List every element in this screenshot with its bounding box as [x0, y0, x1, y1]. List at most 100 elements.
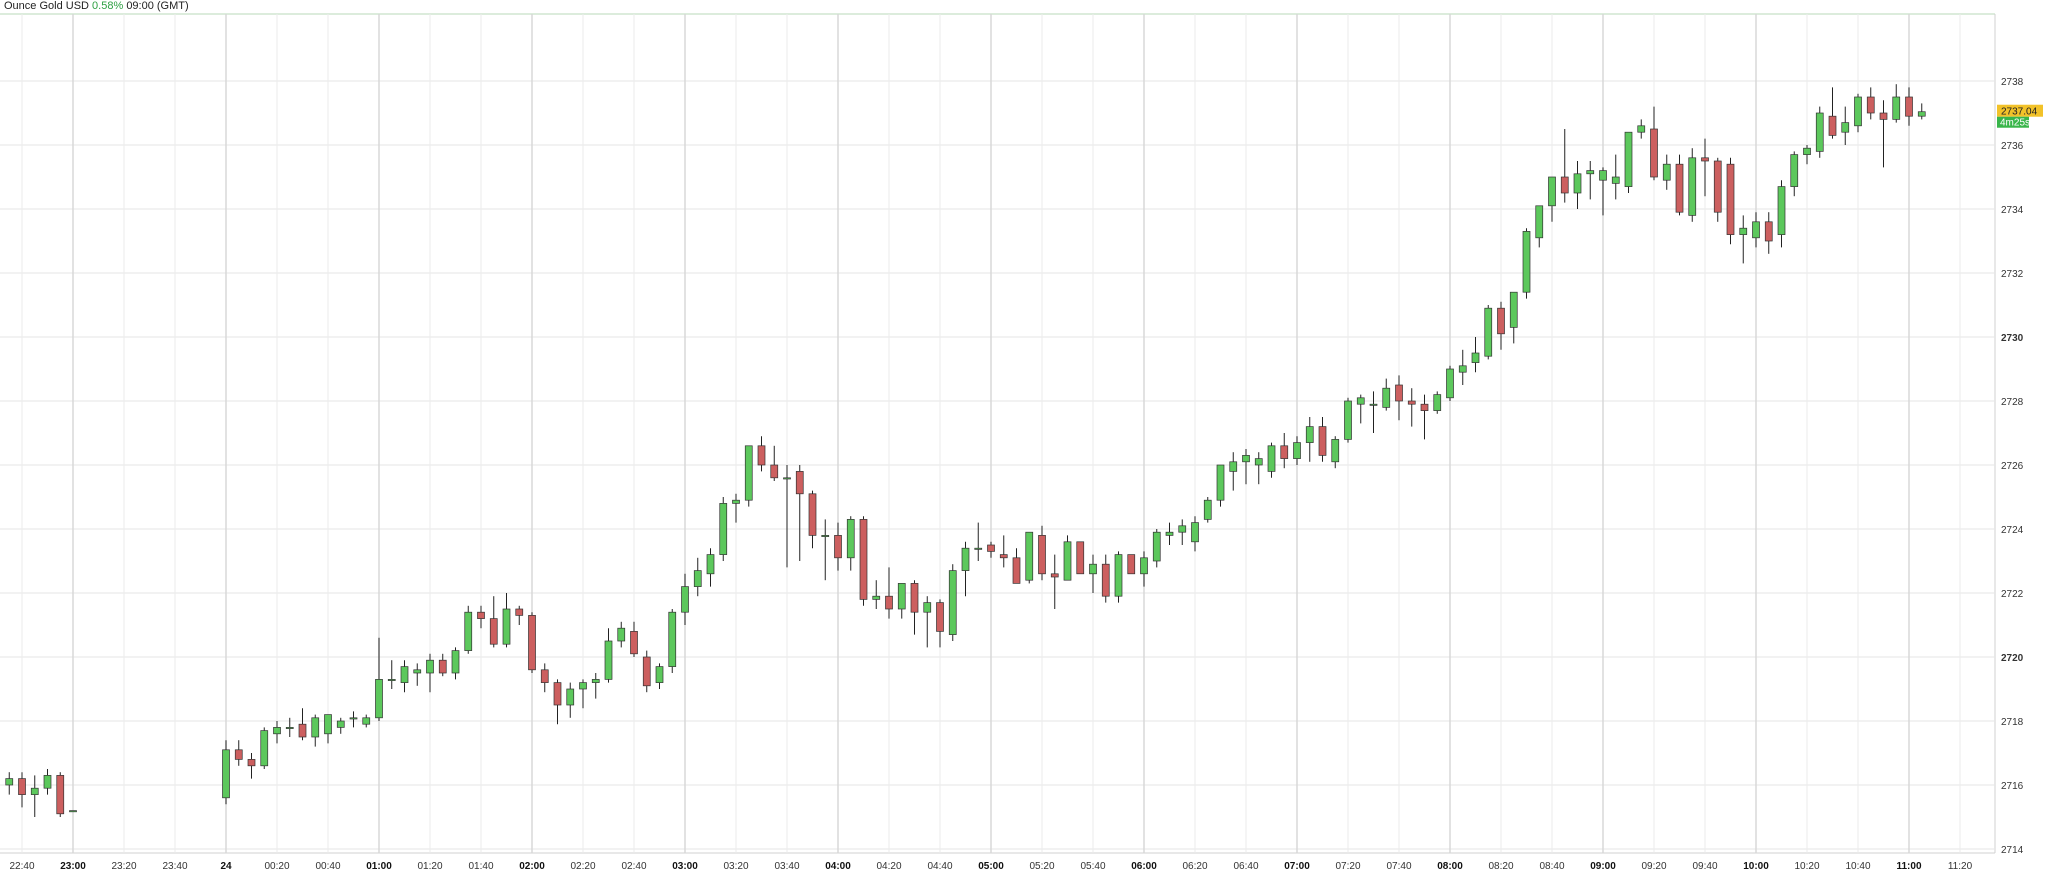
- x-tick-label: 06:40: [1233, 861, 1258, 872]
- candle: [974, 522, 983, 561]
- candle-body-up: [1917, 111, 1926, 117]
- candle-body-up: [1471, 352, 1480, 363]
- candle-body-up: [1803, 147, 1811, 155]
- candle-body-up: [1458, 365, 1467, 373]
- candle-body-down: [1395, 384, 1403, 402]
- candle-body-up: [1815, 112, 1824, 152]
- candle: [336, 717, 345, 734]
- x-tick-label: 05:20: [1029, 861, 1054, 872]
- x-tick-label: 04:20: [876, 861, 901, 872]
- candle: [1012, 548, 1021, 584]
- candle-body-down: [247, 759, 256, 767]
- chart-header: Ounce Gold USD 0.58% 09:00 (GMT): [4, 0, 189, 12]
- candle-body-down: [987, 544, 995, 552]
- candle: [1114, 551, 1123, 603]
- x-tick-label: 23:40: [162, 861, 187, 872]
- candle-body-up: [1165, 531, 1174, 536]
- candle: [298, 708, 307, 741]
- x-tick-label: 23:00: [60, 861, 86, 872]
- candle-body-up: [1586, 170, 1595, 175]
- candle-body-down: [1764, 221, 1773, 242]
- x-tick-label: 03:20: [723, 861, 748, 872]
- change-percent: 0.58%: [92, 0, 124, 12]
- candle: [400, 660, 409, 693]
- candle: [846, 516, 855, 571]
- candle: [566, 682, 575, 718]
- candle: [1178, 519, 1187, 545]
- y-tick-label: 2730: [2001, 333, 2024, 344]
- candle-body-up: [604, 640, 613, 680]
- candle: [1879, 100, 1888, 168]
- candle: [999, 535, 1008, 568]
- candle-body-up: [311, 717, 320, 738]
- candle-body-up: [1344, 400, 1352, 440]
- candle: [1854, 93, 1862, 133]
- candle: [1637, 119, 1646, 139]
- candle: [936, 599, 944, 648]
- candle: [1815, 106, 1824, 158]
- candle-body-up: [579, 682, 587, 690]
- x-tick-label: 01:00: [366, 861, 392, 872]
- candle-body-down: [553, 682, 562, 706]
- current-price-value: 2737.04: [2001, 107, 2038, 118]
- candle-body-up: [1637, 125, 1646, 133]
- candle: [1917, 103, 1926, 120]
- candle-body-up: [1854, 96, 1862, 127]
- candle-body-up: [566, 688, 575, 706]
- candle-body-up: [502, 608, 511, 645]
- candle-body-down: [1038, 535, 1046, 575]
- x-tick-label: 09:00: [1590, 861, 1616, 872]
- candle-body-down: [18, 778, 26, 795]
- candle-body-up: [897, 583, 906, 610]
- candle: [362, 714, 371, 728]
- candle-body-up: [324, 714, 332, 735]
- candle: [18, 772, 26, 808]
- candle-body-down: [1012, 557, 1021, 584]
- candle-body-up: [426, 659, 434, 674]
- candle-body-up: [43, 775, 52, 789]
- x-tick-label: 04:00: [825, 861, 851, 872]
- candle: [1369, 391, 1378, 433]
- candle: [1522, 228, 1531, 299]
- candle: [1599, 167, 1607, 216]
- candle: [349, 711, 358, 728]
- candle: [464, 605, 473, 654]
- candle: [1790, 151, 1799, 197]
- candle-body-down: [936, 602, 944, 632]
- x-tick-label: 05:00: [978, 861, 1004, 872]
- candle-body-up: [1063, 541, 1072, 581]
- candle-body-down: [1127, 554, 1136, 575]
- candle: [1841, 106, 1850, 145]
- x-tick-label: 03:00: [672, 861, 698, 872]
- candle: [30, 775, 39, 817]
- candle: [387, 660, 396, 689]
- candle: [413, 663, 422, 686]
- candle: [515, 605, 524, 625]
- candle-body-up: [1662, 163, 1671, 181]
- candle-body-down: [489, 618, 498, 645]
- candle-body-up: [655, 666, 664, 683]
- x-tick-label: 22:40: [9, 861, 34, 872]
- y-tick-label: 2726: [2001, 461, 2024, 472]
- candle: [477, 605, 485, 629]
- x-tick-label: 10:40: [1845, 861, 1870, 872]
- candle-body-up: [5, 778, 14, 786]
- candle: [1560, 129, 1569, 203]
- candle-body-up: [1242, 455, 1250, 463]
- candle: [1535, 205, 1544, 248]
- candle-body-up: [1369, 403, 1378, 406]
- candle-body-down: [1497, 307, 1505, 335]
- candle-body-up: [1293, 442, 1301, 459]
- candle: [69, 810, 77, 813]
- candle: [43, 769, 52, 795]
- candle: [1382, 378, 1391, 411]
- candle: [1242, 449, 1250, 485]
- candle: [1076, 541, 1085, 575]
- candle: [859, 516, 868, 606]
- candle-body-up: [30, 787, 39, 795]
- candle: [693, 557, 702, 597]
- candle-body-up: [821, 535, 830, 537]
- candle: [528, 612, 536, 673]
- candle: [821, 519, 830, 581]
